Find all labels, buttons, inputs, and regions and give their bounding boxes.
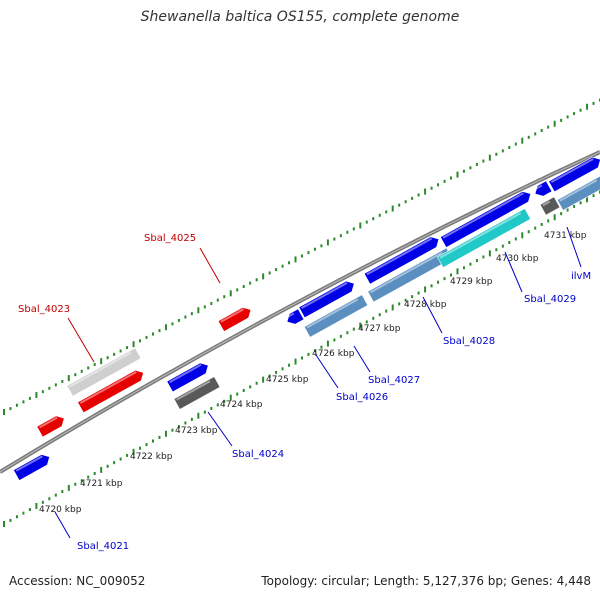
gene-label-leader: [315, 354, 339, 389]
kbp-tick-label: 4729 kbp: [450, 277, 493, 287]
gene-ilvm[interactable]: [556, 175, 600, 211]
kbp-tick-label: 4723 kbp: [175, 426, 218, 436]
gene-sbal-4024[interactable]: [173, 376, 221, 410]
gene-rna-small[interactable]: [36, 413, 67, 438]
gene-forward-4028[interactable]: [439, 189, 533, 248]
kbp-tick-label: 4721 kbp: [80, 479, 123, 489]
gene-pseudo-4023[interactable]: [66, 347, 142, 397]
genome-summary-text: Topology: circular; Length: 5,127,376 bp…: [261, 574, 591, 588]
gene-forward-4026[interactable]: [298, 278, 357, 319]
kbp-tick-label: 4720 kbp: [39, 505, 82, 515]
gene-label[interactable]: Sbal_4029: [524, 294, 576, 305]
accession-text: Accession: NC_009052: [9, 574, 146, 588]
gene-label-leader: [422, 296, 443, 334]
gene-label[interactable]: Sbal_4023: [18, 304, 70, 315]
kbp-tick-label: 4726 kbp: [312, 349, 355, 359]
gene-sbal-4029[interactable]: [539, 196, 561, 216]
kbp-tick-label: 4724 kbp: [220, 400, 263, 410]
gene-sbal-4028[interactable]: [436, 208, 532, 268]
gene-small-fwd[interactable]: [284, 308, 305, 327]
kbp-tick-label: 4727 kbp: [358, 324, 401, 334]
gene-forward-4030[interactable]: [548, 154, 600, 193]
gene-label[interactable]: Sbal_4028: [443, 336, 495, 347]
gene-label-leader: [504, 251, 523, 293]
kbp-tick-label: 4731 kbp: [544, 231, 587, 241]
kbp-tick-label: 4730 kbp: [496, 254, 539, 264]
kbp-tick-label: 4725 kbp: [266, 375, 309, 385]
gene-label-leader: [566, 226, 582, 268]
gene-label[interactable]: Sbal_4024: [232, 449, 284, 460]
gene-label-leader: [199, 247, 221, 284]
gene-label-leader: [207, 411, 233, 447]
backbone-highlight: [0, 151, 600, 473]
gene-forward-4027[interactable]: [363, 234, 442, 285]
kbp-tick-label: 4722 kbp: [130, 452, 173, 462]
gene-sbal-4026[interactable]: [303, 294, 369, 338]
gene-sbal-4025[interactable]: [217, 305, 254, 332]
gene-label[interactable]: Sbal_4026: [336, 392, 388, 403]
gene-sbal-4021[interactable]: [13, 452, 52, 481]
gene-label[interactable]: Sbal_4021: [77, 541, 129, 552]
gene-label[interactable]: Sbal_4025: [144, 233, 196, 244]
map-title: Shewanella baltica OS155, complete genom…: [140, 9, 460, 25]
gene-sbal-4023[interactable]: [77, 367, 147, 414]
gene-label-leader: [353, 345, 371, 373]
gene-label[interactable]: ilvM: [571, 271, 591, 282]
kbp-tick-label: 4728 kbp: [404, 300, 447, 310]
gene-label-leader: [54, 511, 71, 539]
gene-label[interactable]: Sbal_4027: [368, 375, 420, 386]
gene-label-leader: [67, 317, 95, 363]
gene-small-fwd-2[interactable]: [532, 180, 553, 199]
gene-forward-4024[interactable]: [166, 360, 211, 393]
